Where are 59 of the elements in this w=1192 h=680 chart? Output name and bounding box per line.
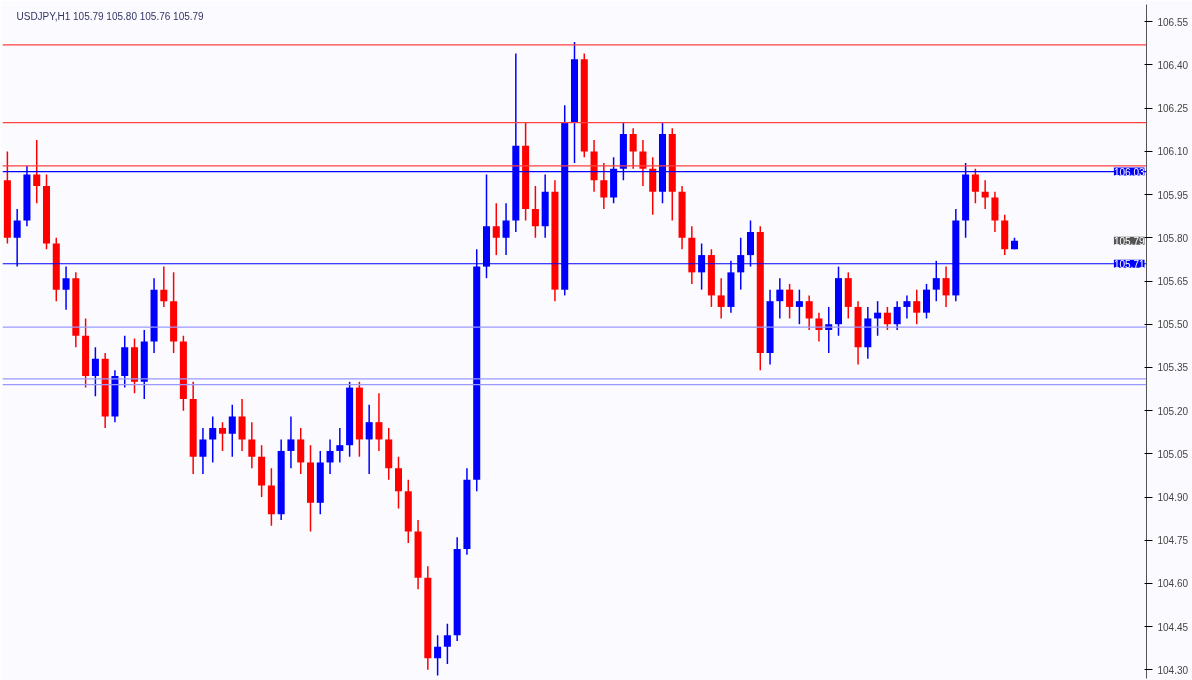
y-tick-label: 106.10 — [1157, 146, 1189, 158]
candlestick — [238, 398, 246, 452]
y-tick-label: 105.80 — [1157, 232, 1189, 244]
candlestick — [639, 139, 647, 187]
y-tick-label: 105.95 — [1157, 189, 1189, 201]
y-tick-label: 104.75 — [1157, 535, 1189, 547]
candlestick — [971, 167, 979, 204]
y-tick-label: 106.55 — [1157, 16, 1189, 28]
candlestick — [531, 185, 539, 239]
candlestick — [942, 265, 950, 308]
candlestick — [903, 294, 911, 320]
candlestick — [913, 288, 921, 325]
y-tick-label: 105.65 — [1157, 276, 1189, 288]
candlestick — [502, 202, 510, 256]
candlestick — [991, 190, 999, 233]
candlestick — [649, 156, 657, 216]
candlestick — [297, 427, 305, 475]
candlestick — [160, 265, 168, 308]
candlestick — [443, 623, 451, 665]
candlestick — [375, 392, 383, 452]
candlestick — [62, 265, 70, 311]
candlestick — [492, 202, 500, 256]
candlestick — [629, 127, 637, 170]
ref-line-label: 105.71 — [1113, 258, 1145, 270]
candlestick — [228, 404, 236, 458]
y-tick-label: 104.90 — [1157, 492, 1189, 504]
candlestick — [795, 288, 803, 325]
candlestick — [883, 306, 891, 331]
candlestick — [394, 455, 403, 510]
y-tick-label: 105.35 — [1157, 362, 1189, 374]
candlestick — [922, 283, 931, 320]
y-tick-label: 105.50 — [1157, 319, 1189, 331]
candlestick — [805, 294, 813, 331]
candlestick — [893, 300, 901, 331]
y-tick-label: 106.25 — [1157, 103, 1189, 115]
candlestick — [248, 421, 256, 469]
candlestick — [336, 427, 344, 464]
text: USDJPY,H1 105.79 105.80 105.76 105.79 — [16, 11, 205, 22]
y-tick-label: 105.20 — [1157, 405, 1189, 417]
y-tick-label: 106.40 — [1157, 59, 1189, 71]
candlestick — [600, 162, 608, 210]
candlestick — [91, 346, 99, 397]
annotation: 105.79 — [1113, 235, 1145, 247]
candlestick — [209, 415, 217, 464]
ref-line-label: 106.03 — [1113, 166, 1145, 178]
candlestick — [218, 421, 227, 452]
y-tick-label: 104.30 — [1157, 664, 1189, 676]
candlestick — [287, 415, 295, 469]
y-tick-label: 104.60 — [1157, 578, 1189, 590]
candlestick — [326, 438, 334, 475]
candlestick — [776, 277, 784, 320]
candlestick — [717, 277, 725, 320]
candlestick — [434, 634, 442, 677]
y-tick-label: 104.45 — [1157, 621, 1189, 633]
candlestick — [786, 283, 794, 320]
y-tick-label: 105.05 — [1157, 448, 1189, 460]
candlestick — [365, 404, 373, 475]
candlestick — [33, 139, 41, 204]
candlestick — [199, 427, 207, 475]
